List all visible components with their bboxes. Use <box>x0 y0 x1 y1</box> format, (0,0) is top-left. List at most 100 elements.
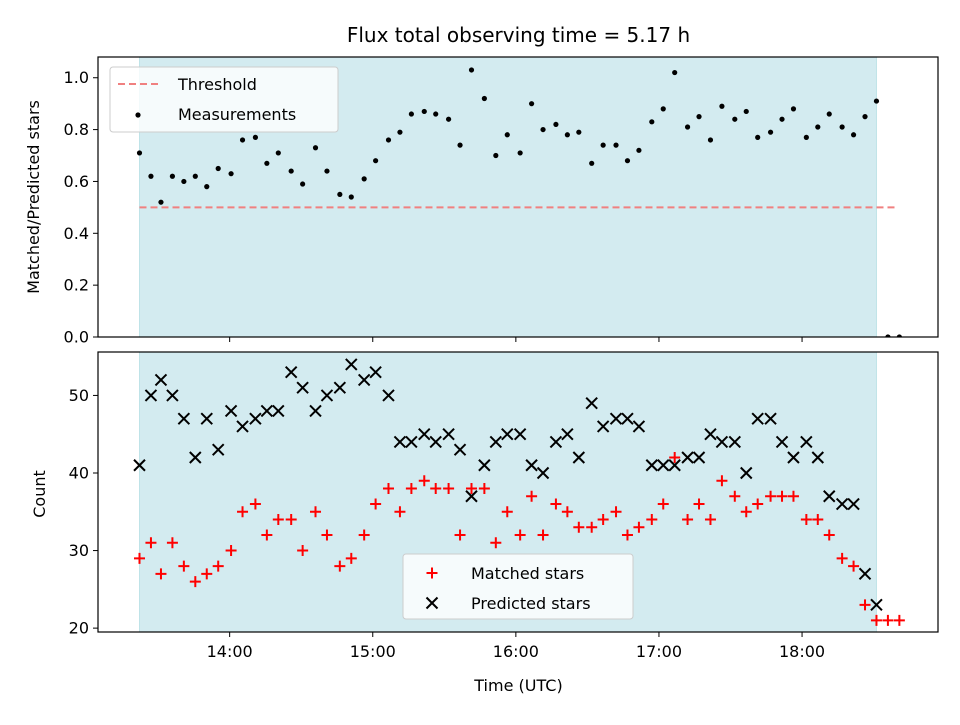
predicted-star-point <box>393 435 407 449</box>
matched-star-point <box>382 483 394 495</box>
predicted-star-point <box>166 389 179 402</box>
matched-star-point <box>740 506 752 518</box>
predicted-star-point <box>405 435 418 449</box>
measurement-point <box>707 137 714 143</box>
bottom-y-axis-label: Count <box>30 470 49 518</box>
predicted-star-point <box>549 435 563 449</box>
predicted-star-point <box>144 389 158 402</box>
measurement-point <box>600 142 606 148</box>
measurement-point <box>636 147 642 153</box>
predicted-star-point <box>811 451 825 464</box>
matched-star-point <box>669 451 681 463</box>
predicted-star-point <box>692 451 706 464</box>
measurement-point <box>517 150 523 156</box>
predicted-star-point <box>835 497 849 511</box>
matched-star-point <box>454 529 466 541</box>
measurement-point <box>312 145 319 151</box>
predicted-star-point <box>596 420 610 433</box>
predicted-star-point <box>133 459 146 472</box>
x-tick-label: 15:00 <box>350 642 396 661</box>
predicted-star-point <box>154 373 168 387</box>
x-tick-label: 17:00 <box>636 642 682 661</box>
matched-star-point <box>776 490 788 502</box>
top-y-tick-label: 0.6 <box>64 172 89 191</box>
matched-star-point <box>272 514 284 526</box>
measurement-point <box>158 199 164 205</box>
measurement-point <box>324 168 330 174</box>
matched-star-point <box>848 560 860 572</box>
measurement-point <box>660 106 666 112</box>
predicted-star-point <box>681 451 694 464</box>
matched-star-point <box>812 514 824 526</box>
predicted-star-point <box>453 443 467 456</box>
top-plot-area <box>136 67 902 337</box>
predicted-star-point <box>442 428 455 441</box>
predicted-star-point <box>823 490 836 503</box>
measurement-point <box>672 69 678 76</box>
measurement-point <box>504 132 510 138</box>
legend-threshold-label: Threshold <box>177 75 257 94</box>
measurement-point <box>337 191 343 198</box>
top-y-tick-label: 0.8 <box>64 120 89 139</box>
matched-star-point <box>237 506 249 518</box>
measurement-point <box>862 114 868 120</box>
matched-star-point <box>145 537 157 549</box>
bottom-legend: Matched stars Predicted stars <box>402 553 634 620</box>
bottom-y-tick-label: 30 <box>69 541 89 560</box>
measurement-point <box>361 176 367 182</box>
predicted-star-point <box>260 404 274 418</box>
measurement-point <box>815 124 821 130</box>
measurement-point <box>885 334 891 337</box>
measurement-point <box>528 101 535 107</box>
predicted-star-point <box>704 428 717 441</box>
measurement-point <box>275 150 281 156</box>
bottom-series-1 <box>133 358 883 612</box>
measurement-point <box>850 132 857 138</box>
matched-star-point <box>823 529 835 541</box>
measurement-point <box>348 194 354 200</box>
x-axis-label: Time (UTC) <box>473 676 562 695</box>
predicted-star-point <box>847 497 860 511</box>
measurement-point <box>239 137 246 143</box>
measurement-point <box>779 116 785 122</box>
predicted-star-point <box>728 435 742 449</box>
predicted-star-point <box>715 435 729 449</box>
predicted-star-point <box>465 490 478 503</box>
matched-star-point <box>370 498 382 510</box>
predicted-star-point <box>632 420 646 433</box>
predicted-star-point <box>668 459 681 472</box>
matched-star-point <box>550 498 562 510</box>
predicted-star-point <box>501 428 514 441</box>
top-legend: Threshold Measurements <box>109 66 339 133</box>
legend-measurements-label: Measurements <box>178 105 296 124</box>
bottom-plot-area <box>133 358 905 626</box>
matched-star-point <box>716 475 728 487</box>
matched-star-point <box>155 568 167 580</box>
measurement-point <box>873 98 880 104</box>
matched-star-point <box>621 529 633 541</box>
predicted-star-point <box>224 404 238 418</box>
top-axes-frame <box>97 56 939 338</box>
matched-star-point <box>633 521 645 533</box>
matched-star-point <box>561 506 573 518</box>
measurement-point <box>755 134 761 140</box>
measurement-point <box>181 178 187 185</box>
predicted-star-point <box>284 365 298 379</box>
predicted-star-point <box>478 459 491 472</box>
top-y-tick-label: 1.0 <box>64 68 89 87</box>
measurement-point <box>540 126 546 133</box>
matched-star-point <box>752 498 764 510</box>
chart-title: Flux total observing time = 5.17 h <box>347 23 690 47</box>
matched-star-point <box>285 514 297 526</box>
predicted-star-point <box>585 396 598 410</box>
x-tick-label: 14:00 <box>207 642 253 661</box>
matched-star-point <box>225 545 237 557</box>
measurement-point <box>228 171 234 177</box>
measurement-point <box>169 173 176 179</box>
predicted-star-point <box>272 404 285 418</box>
matched-star-point <box>573 521 585 533</box>
predicted-star-point <box>561 428 574 441</box>
measurement-point <box>300 181 306 187</box>
matched-star-point <box>178 560 190 572</box>
legend-predicted-swatch <box>425 596 439 610</box>
